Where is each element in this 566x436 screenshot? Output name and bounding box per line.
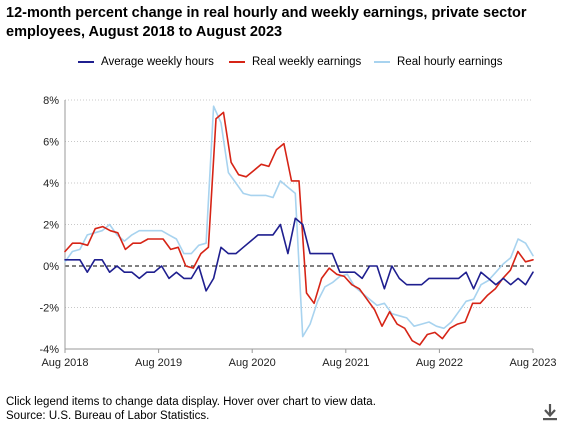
y-tick-label: 8%: [43, 95, 59, 107]
legend-item-real-weekly-earnings[interactable]: Real weekly earnings: [229, 54, 361, 70]
y-tick-label: 2%: [43, 220, 59, 232]
source-note: Source: U.S. Bureau of Labor Statistics.: [6, 410, 210, 422]
chart-footer: Click legend items to change data displa…: [6, 395, 376, 423]
legend-swatch-average-weekly-hours: [78, 61, 94, 63]
chart-instructions: Click legend items to change data displa…: [6, 396, 376, 408]
chart-legend: Average weekly hours Real weekly earning…: [0, 50, 566, 72]
x-tick-label: Aug 2019: [135, 357, 182, 369]
y-tick-label: 6%: [43, 137, 59, 149]
line-chart[interactable]: 8% 6% 4% 2% 0% -2% -4%Aug 2018 Aug 2019 Aug 2020…: [0, 78, 566, 378]
y-tick-label: -4%: [39, 344, 59, 356]
y-tick-label: 4%: [43, 178, 59, 190]
x-tick-label: Aug 2020: [229, 357, 276, 369]
legend-swatch-real-weekly-earnings: [229, 61, 245, 63]
x-tick-label: Aug 2023: [509, 357, 556, 369]
series-line-average-weekly-hours: [64, 217, 534, 292]
legend-label-real-hourly-earnings: Real hourly earnings: [397, 56, 503, 68]
x-tick-label: Aug 2022: [416, 357, 463, 369]
legend-swatch-real-hourly-earnings: [374, 61, 390, 63]
y-tick-label: -2%: [39, 303, 59, 315]
legend-label-average-weekly-hours: Average weekly hours: [101, 56, 214, 68]
legend-label-real-weekly-earnings: Real weekly earnings: [252, 56, 362, 68]
chart-title: 12-month percent change in real hourly a…: [6, 5, 527, 40]
x-tick-label: Aug 2021: [322, 357, 369, 369]
download-icon: [543, 404, 557, 421]
series-line-real-hourly-earnings: [64, 105, 534, 338]
download-button[interactable]: [540, 402, 560, 422]
y-tick-label: 0%: [43, 261, 59, 273]
legend-item-real-hourly-earnings[interactable]: Real hourly earnings: [374, 54, 502, 70]
x-tick-label: Aug 2018: [41, 357, 88, 369]
series-line-real-weekly-earnings: [64, 111, 534, 346]
legend-item-average-weekly-hours[interactable]: Average weekly hours: [78, 54, 214, 70]
